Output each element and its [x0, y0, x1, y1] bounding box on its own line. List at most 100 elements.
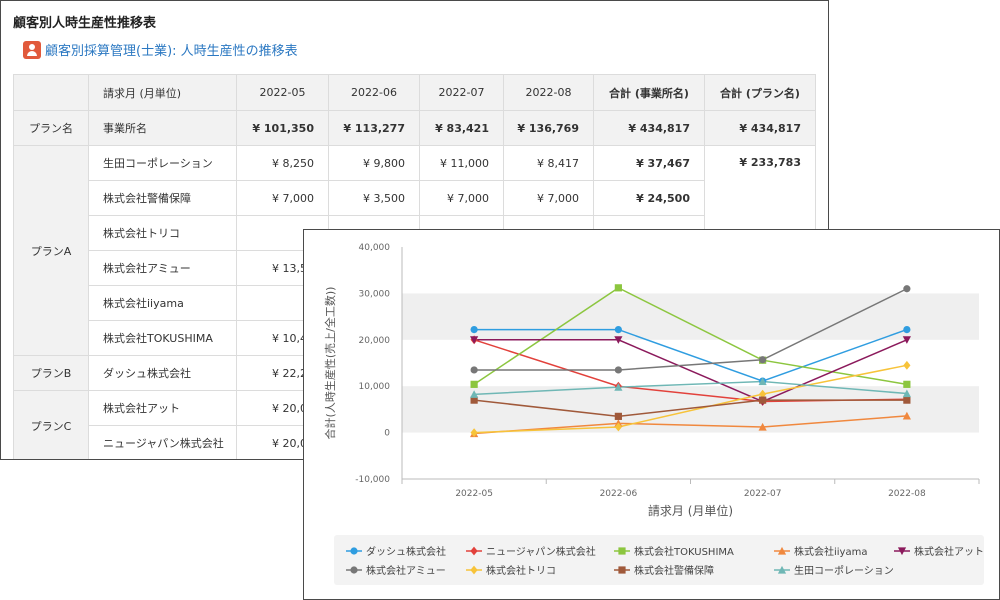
legend-swatch: [346, 546, 362, 555]
report-subtitle-link[interactable]: 顧客別採算管理(士業): 人時生産性の推移表: [45, 44, 298, 59]
legend-item[interactable]: 株式会社TOKUSHIMA: [614, 543, 734, 558]
column-header: 2022-05: [236, 74, 329, 111]
legend-marker: [897, 546, 907, 555]
person-report-icon: [23, 40, 41, 59]
legend-item[interactable]: 生田コーポレーション: [774, 562, 894, 577]
series-line: [474, 339, 908, 403]
plan-total-cell: ¥ 434,817: [704, 110, 816, 146]
column-header: [13, 74, 89, 111]
table-row: 株式会社警備保障 ¥ 7,000 ¥ 3,500 ¥ 7,000 ¥ 7,000 ¥ 24…: [14, 180, 816, 216]
legend-marker: [777, 546, 787, 555]
data-point: [470, 366, 478, 374]
chart-legend: ダッシュ株式会社 ニュージャパン株式会社 株式会社TOKUSHIMA 株式会社iiya…: [334, 535, 984, 585]
line-chart: -10,000 0 10,000 20,000 30,000 40,000 2022-05 2…: [323, 243, 980, 518]
office-total-cell: ¥ 434,817: [593, 110, 705, 146]
legend-swatch: [466, 546, 482, 555]
series-line: [474, 364, 908, 434]
column-header: 2022-06: [328, 74, 420, 111]
report-link[interactable]: 顧客別採算管理(士業): 人時生産性の推移表: [23, 40, 298, 59]
y-tick-label: 30,000: [359, 289, 391, 299]
column-header: 請求月 (月単位): [88, 74, 237, 111]
plan-cell: プランC: [13, 390, 89, 459]
legend-swatch: [614, 565, 630, 574]
office-header-cell: 事業所名: [88, 110, 237, 146]
plan-cell: プランB: [13, 355, 89, 391]
data-point: [758, 422, 767, 431]
total-cell: ¥ 83,421: [419, 110, 504, 146]
data-point: [614, 366, 622, 374]
data-point: [903, 396, 911, 404]
data-point: [470, 390, 479, 398]
data-point: [903, 380, 911, 388]
legend-item[interactable]: 株式会社アミュー: [346, 562, 446, 577]
legend-swatch: [894, 546, 910, 555]
chart-window: -10,000 0 10,000 20,000 30,000 40,000 2022-05 2…: [303, 229, 1000, 600]
value-cell: ¥ 11,000: [419, 145, 504, 181]
data-point: [759, 396, 767, 404]
legend-label: ニュージャパン株式会社: [486, 547, 596, 558]
table-header-row: 請求月 (月単位) 2022-05 2022-06 2022-07 2022-08 合計 …: [13, 74, 816, 111]
grid-band: [402, 293, 979, 340]
data-point: [614, 412, 622, 420]
data-point: [902, 411, 911, 420]
data-point: [470, 428, 478, 437]
series-line: [473, 286, 907, 386]
office-name-cell: ニュージャパン株式会社: [88, 425, 237, 459]
legend-swatch: [466, 565, 482, 574]
total-cell: ¥ 136,769: [503, 110, 594, 146]
legend-swatch: [346, 565, 362, 574]
table-total-row: プラン名 事業所名 ¥ 101,350 ¥ 113,277 ¥ 83,421 ¥ 136,…: [13, 110, 816, 146]
y-tick-label: -10,000: [355, 475, 390, 485]
y-tick-label: 10,000: [359, 382, 391, 392]
legend-item[interactable]: 株式会社警備保障: [614, 562, 714, 577]
legend-label: 株式会社TOKUSHIMA: [634, 547, 734, 558]
office-name-cell: 株式会社アミュー: [88, 250, 237, 286]
total-cell: ¥ 113,277: [328, 110, 420, 146]
legend-label: 株式会社iiyama: [794, 547, 868, 558]
x-tick-label: 2022-05: [455, 489, 493, 499]
legend-item[interactable]: 株式会社トリコ: [466, 562, 556, 577]
data-point: [902, 389, 911, 398]
office-name-cell: 株式会社警備保障: [88, 180, 237, 216]
legend-marker: [777, 565, 787, 574]
value-cell: ¥ 7,000: [503, 180, 594, 216]
office-name-cell: ダッシュ株式会社: [88, 355, 237, 391]
data-point: [614, 336, 623, 344]
legend-swatch: [774, 565, 790, 574]
value-cell: ¥ 7,000: [236, 180, 329, 216]
data-point: [614, 284, 622, 292]
value-cell: ¥ 7,000: [419, 180, 504, 216]
series-line: [474, 328, 908, 382]
series-line: [474, 288, 908, 371]
column-header: 合計 (事業所名): [593, 74, 705, 111]
data-point: [614, 422, 622, 432]
value-cell: ¥ 3,500: [328, 180, 420, 216]
value-cell: ¥ 8,250: [236, 145, 329, 181]
data-point: [614, 383, 623, 391]
legend-item[interactable]: 株式会社iiyama: [774, 543, 867, 558]
column-header: 2022-08: [503, 74, 594, 111]
legend-swatch: [774, 546, 790, 555]
legend-label: 株式会社アミュー: [366, 566, 446, 577]
legend-item[interactable]: ダッシュ株式会社: [346, 543, 446, 558]
y-tick-label: 40,000: [359, 243, 391, 253]
column-header: 2022-07: [419, 74, 504, 111]
data-point: [614, 325, 622, 334]
data-point: [470, 336, 479, 344]
data-point: [758, 377, 767, 386]
column-header: 合計 (プラン名): [704, 74, 816, 111]
x-tick-label: 2022-08: [888, 489, 926, 499]
x-tick-label: 2022-07: [744, 489, 782, 499]
legend-marker: [618, 546, 626, 555]
legend-item[interactable]: ニュージャパン株式会社: [466, 543, 596, 558]
total-cell: ¥ 101,350: [236, 110, 329, 146]
legend-item[interactable]: 株式会社アット: [894, 543, 984, 558]
legend-label: 生田コーポレーション: [794, 566, 894, 577]
y-tick-label: 20,000: [359, 336, 391, 346]
y-tick-label: 0: [384, 429, 390, 439]
office-name-cell: 生田コーポレーション: [88, 145, 237, 181]
data-point: [759, 389, 767, 399]
legend-label: ダッシュ株式会社: [366, 547, 446, 558]
legend-marker: [470, 546, 478, 555]
data-point: [470, 380, 478, 388]
